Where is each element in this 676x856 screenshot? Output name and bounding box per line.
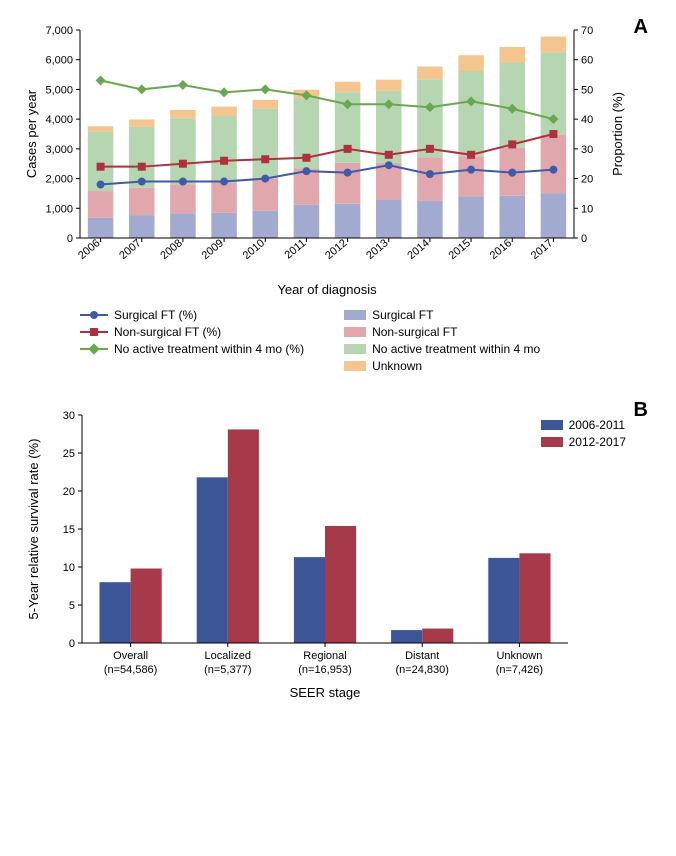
svg-text:5,000: 5,000 [45, 84, 73, 96]
svg-text:2016: 2016 [488, 237, 514, 262]
legend-item: Non-surgical FT [344, 325, 540, 339]
svg-text:(n=16,953): (n=16,953) [298, 664, 352, 676]
svg-text:Overall: Overall [113, 650, 148, 662]
svg-text:50: 50 [581, 84, 593, 96]
svg-text:5-Year relative survival rate: 5-Year relative survival rate (%) [26, 439, 41, 620]
svg-text:Proportion (%): Proportion (%) [610, 92, 625, 176]
svg-text:(n=7,426): (n=7,426) [496, 664, 543, 676]
legend-item: 2006-2011 [541, 418, 626, 432]
legend-a: Surgical FT (%) Non-surgical FT (%) No act… [80, 308, 656, 373]
svg-text:(n=24,830): (n=24,830) [395, 664, 449, 676]
svg-text:2,000: 2,000 [45, 174, 73, 186]
legend-a-left: Surgical FT (%) Non-surgical FT (%) No act… [80, 308, 304, 373]
svg-text:40: 40 [581, 114, 593, 126]
svg-text:0: 0 [69, 638, 75, 650]
svg-text:10: 10 [581, 203, 593, 215]
svg-text:70: 70 [581, 25, 593, 37]
svg-text:Unknown: Unknown [496, 650, 542, 662]
svg-text:Localized: Localized [205, 650, 251, 662]
svg-text:2015: 2015 [447, 237, 473, 262]
svg-text:2010: 2010 [241, 237, 267, 262]
chart-a-svg: 0 1,000 2,000 3,000 4,000 5,000 6,000 7,000 0 10 2… [20, 20, 630, 300]
svg-text:Cases per year: Cases per year [24, 89, 39, 178]
svg-text:25: 25 [63, 448, 75, 460]
legend-a-right: Surgical FT Non-surgical FT No active trea… [344, 308, 540, 373]
svg-text:30: 30 [63, 410, 75, 422]
svg-text:2013: 2013 [364, 237, 390, 262]
svg-text:1,000: 1,000 [45, 203, 73, 215]
svg-text:5: 5 [69, 600, 75, 612]
legend-item: 2012-2017 [541, 435, 626, 449]
svg-text:2017: 2017 [529, 237, 555, 262]
svg-text:(n=54,586): (n=54,586) [104, 664, 158, 676]
legend-item: Non-surgical FT (%) [80, 325, 304, 339]
svg-text:2006: 2006 [76, 237, 102, 262]
svg-text:2014: 2014 [405, 237, 431, 262]
svg-text:Year of diagnosis: Year of diagnosis [277, 282, 377, 297]
svg-text:2007: 2007 [117, 237, 143, 262]
chart-b-svg: 0 5 10 15 20 25 30 Overall (n=54,586) Localized (n… [20, 403, 580, 703]
svg-text:7,000: 7,000 [45, 25, 73, 37]
svg-text:2011: 2011 [283, 237, 309, 261]
svg-text:3,000: 3,000 [45, 144, 73, 156]
panel-a: A 01,0002,0003,0004,0005,0006,0007,00001… [20, 20, 656, 373]
svg-text:2008: 2008 [158, 237, 184, 262]
legend-b: 2006-2011 2012-2017 [541, 418, 626, 452]
svg-text:20: 20 [63, 486, 75, 498]
svg-text:2012: 2012 [323, 237, 349, 262]
chart-b-wrap: 0 5 10 15 20 25 30 Overall (n=54,586) Localized (n… [20, 403, 656, 703]
svg-text:SEER stage: SEER stage [290, 685, 361, 700]
svg-text:4,000: 4,000 [45, 114, 73, 126]
svg-text:20: 20 [581, 174, 593, 186]
svg-text:6,000: 6,000 [45, 55, 73, 67]
legend-item: Surgical FT (%) [80, 308, 304, 322]
legend-item: No active treatment within 4 mo [344, 342, 540, 356]
svg-text:Regional: Regional [303, 650, 346, 662]
svg-text:30: 30 [581, 144, 593, 156]
svg-text:Distant: Distant [405, 650, 439, 662]
chart-a-wrap: 0 1,000 2,000 3,000 4,000 5,000 6,000 7,000 0 10 2… [20, 20, 656, 300]
legend-item: Unknown [344, 359, 540, 373]
svg-text:2009: 2009 [200, 237, 226, 262]
svg-text:60: 60 [581, 55, 593, 67]
svg-text:15: 15 [63, 524, 75, 536]
legend-item: No active treatment within 4 mo (%) [80, 342, 304, 356]
svg-text:10: 10 [63, 562, 75, 574]
svg-text:(n=5,377): (n=5,377) [204, 664, 251, 676]
legend-item: Surgical FT [344, 308, 540, 322]
svg-text:0: 0 [67, 233, 73, 245]
panel-b: B 051015202530Overall(n=54,586)Localized… [20, 403, 656, 703]
svg-text:0: 0 [581, 233, 587, 245]
